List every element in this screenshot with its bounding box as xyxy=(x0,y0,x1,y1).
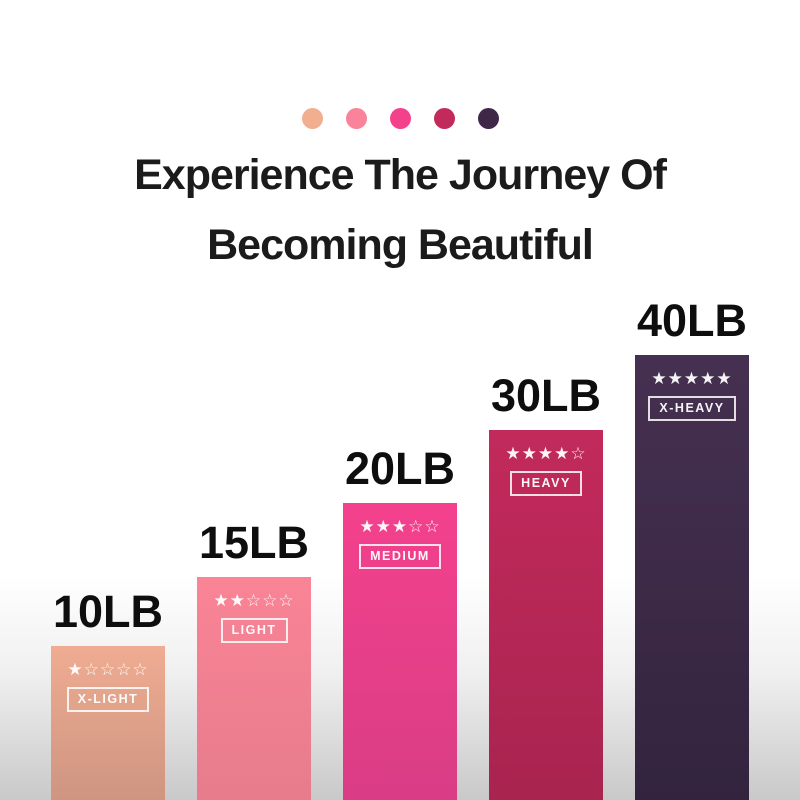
palette-dot-icon xyxy=(301,108,323,129)
tier-badge: X-HEAVY xyxy=(648,396,736,422)
bar-weight-label: 30LB xyxy=(490,370,602,421)
palette-dot-icon xyxy=(389,108,411,129)
star-rating-icon: ★★☆☆☆ xyxy=(213,591,295,611)
title-line-1: Experience The Journey Of xyxy=(134,151,667,199)
tier-badge: HEAVY xyxy=(510,471,582,497)
star-rating-icon: ★★★★☆ xyxy=(505,444,587,464)
palette-dots xyxy=(0,108,800,129)
page-title: Experience The Journey Of Becoming Beaut… xyxy=(0,140,800,280)
star-rating-icon: ★☆☆☆☆ xyxy=(67,660,149,680)
bar: ★★★★☆ HEAVY xyxy=(489,430,603,800)
tier-badge: X-LIGHT xyxy=(66,687,150,713)
bar-weight-label: 10LB xyxy=(52,586,164,637)
palette-dot-icon xyxy=(433,108,455,129)
bar-column: 20LB ★★★☆☆ MEDIUM xyxy=(343,446,457,800)
tier-badge: MEDIUM xyxy=(359,544,441,570)
bar-column: 15LB ★★☆☆☆ LIGHT xyxy=(197,520,311,800)
bar: ★★★☆☆ MEDIUM xyxy=(343,503,457,800)
star-rating-icon: ★★★★★ xyxy=(651,369,733,389)
bar-weight-label: 40LB xyxy=(636,295,748,346)
tier-badge: LIGHT xyxy=(220,618,288,644)
bar-column: 30LB ★★★★☆ HEAVY xyxy=(489,373,603,800)
palette-dot-icon xyxy=(477,108,499,129)
bar-column: 10LB ★☆☆☆☆ X-LIGHT xyxy=(51,589,165,800)
bar-weight-label: 15LB xyxy=(198,517,310,568)
bar-column: 40LB ★★★★★ X-HEAVY xyxy=(635,298,749,800)
bar: ★☆☆☆☆ X-LIGHT xyxy=(51,646,165,800)
title-line-2: Becoming Beautiful xyxy=(207,221,594,269)
star-rating-icon: ★★★☆☆ xyxy=(359,517,441,537)
bar-chart: 10LB ★☆☆☆☆ X-LIGHT 15LB ★★☆☆☆ LIGHT 20LB… xyxy=(51,298,749,800)
bar-weight-label: 20LB xyxy=(344,443,456,494)
palette-dot-icon xyxy=(345,108,367,129)
bar: ★★☆☆☆ LIGHT xyxy=(197,577,311,800)
bar: ★★★★★ X-HEAVY xyxy=(635,355,749,800)
